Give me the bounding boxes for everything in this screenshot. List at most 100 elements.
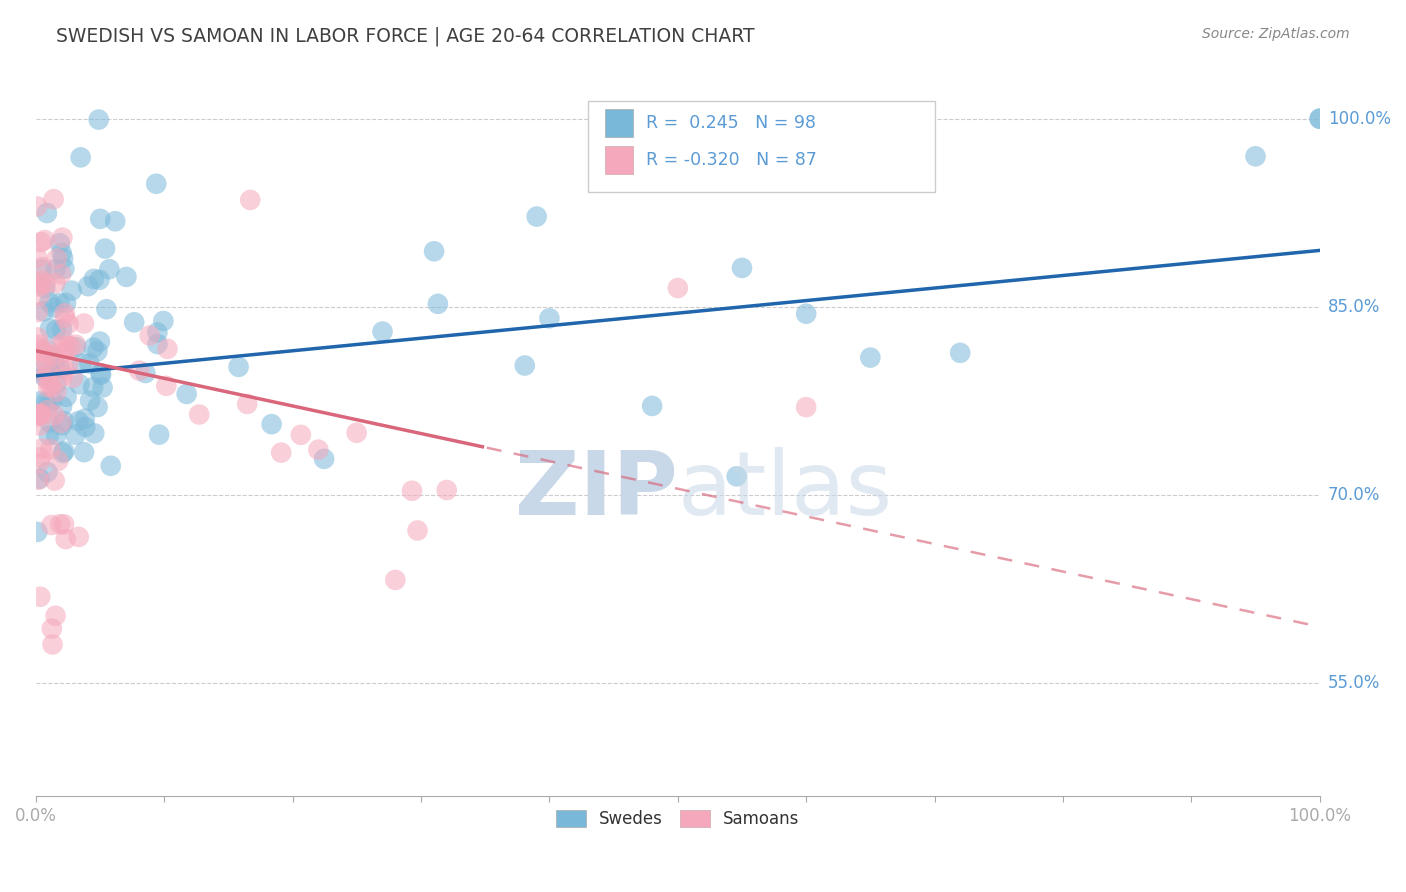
Point: [65, 340, 87, 354]
Point: [79, 393, 101, 408]
Point: [44, 408, 66, 422]
Point: [53, 306, 76, 320]
Point: [641, 399, 664, 413]
Point: [156, 342, 179, 356]
Point: [67, 414, 90, 428]
Point: [86, 344, 108, 359]
Point: [25, 199, 48, 213]
Point: [41, 638, 63, 652]
Point: [51, 230, 73, 244]
Text: R =  0.245   N = 98: R = 0.245 N = 98: [645, 114, 815, 132]
Point: [731, 260, 754, 275]
Point: [46, 454, 69, 468]
Point: [406, 524, 429, 538]
Point: [94, 242, 117, 256]
Point: [152, 314, 174, 328]
Point: [51, 322, 73, 336]
Point: [1244, 149, 1267, 163]
Point: [100, 458, 122, 473]
Point: [41, 380, 63, 394]
Point: [42, 347, 65, 361]
Point: [28, 418, 51, 433]
Point: [89, 367, 111, 381]
Point: [51, 416, 73, 430]
Point: [513, 359, 536, 373]
Point: [35, 342, 58, 356]
Point: [37, 465, 59, 479]
Point: [138, 328, 160, 343]
Point: [794, 307, 817, 321]
Point: [98, 262, 121, 277]
Point: [436, 483, 458, 497]
Point: [314, 451, 336, 466]
Point: [30, 406, 52, 420]
Point: [49, 517, 72, 532]
Point: [49, 268, 72, 282]
Point: [52, 252, 75, 266]
Text: 70.0%: 70.0%: [1329, 486, 1381, 504]
Point: [51, 369, 73, 384]
Point: [176, 387, 198, 401]
Point: [270, 445, 292, 459]
Point: [70, 356, 93, 370]
Point: [37, 403, 59, 417]
Point: [53, 363, 76, 377]
Point: [31, 260, 53, 275]
Point: [62, 371, 84, 385]
Point: [122, 315, 145, 329]
Text: 85.0%: 85.0%: [1329, 298, 1381, 316]
Point: [86, 400, 108, 414]
Point: [35, 394, 58, 409]
Point: [67, 530, 90, 544]
Point: [42, 350, 65, 364]
Point: [134, 366, 156, 380]
Point: [37, 398, 59, 412]
Point: [38, 428, 60, 442]
Point: [27, 305, 49, 319]
Point: [53, 334, 76, 349]
Point: [423, 244, 446, 259]
Point: [28, 456, 51, 470]
Point: [89, 334, 111, 349]
Point: [31, 442, 53, 456]
Point: [155, 379, 177, 393]
Point: [45, 252, 67, 266]
Point: [89, 211, 111, 226]
Point: [30, 590, 52, 604]
Point: [32, 369, 55, 384]
Point: [75, 420, 97, 434]
Point: [104, 214, 127, 228]
Point: [91, 380, 114, 394]
Point: [39, 321, 62, 335]
Point: [58, 357, 80, 371]
Point: [65, 427, 87, 442]
Point: [35, 355, 58, 369]
Point: [45, 376, 67, 391]
Text: ZIP: ZIP: [515, 447, 678, 534]
Point: [35, 371, 58, 385]
Point: [38, 416, 60, 430]
Point: [48, 296, 70, 310]
Point: [27, 473, 49, 487]
Point: [188, 408, 211, 422]
Point: [38, 377, 60, 392]
Point: [1309, 112, 1331, 126]
Point: [73, 445, 96, 459]
Point: [30, 343, 52, 358]
Point: [115, 269, 138, 284]
Point: [25, 408, 48, 422]
Point: [28, 394, 51, 409]
Point: [37, 366, 59, 380]
Point: [45, 323, 67, 337]
Point: [45, 384, 67, 399]
Point: [53, 261, 76, 276]
Point: [55, 296, 77, 310]
Point: [859, 351, 882, 365]
Point: [25, 251, 48, 265]
Point: [148, 427, 170, 442]
Point: [34, 281, 56, 295]
Point: [146, 337, 169, 351]
Point: [73, 411, 96, 425]
Point: [30, 450, 52, 465]
Point: [55, 532, 77, 546]
